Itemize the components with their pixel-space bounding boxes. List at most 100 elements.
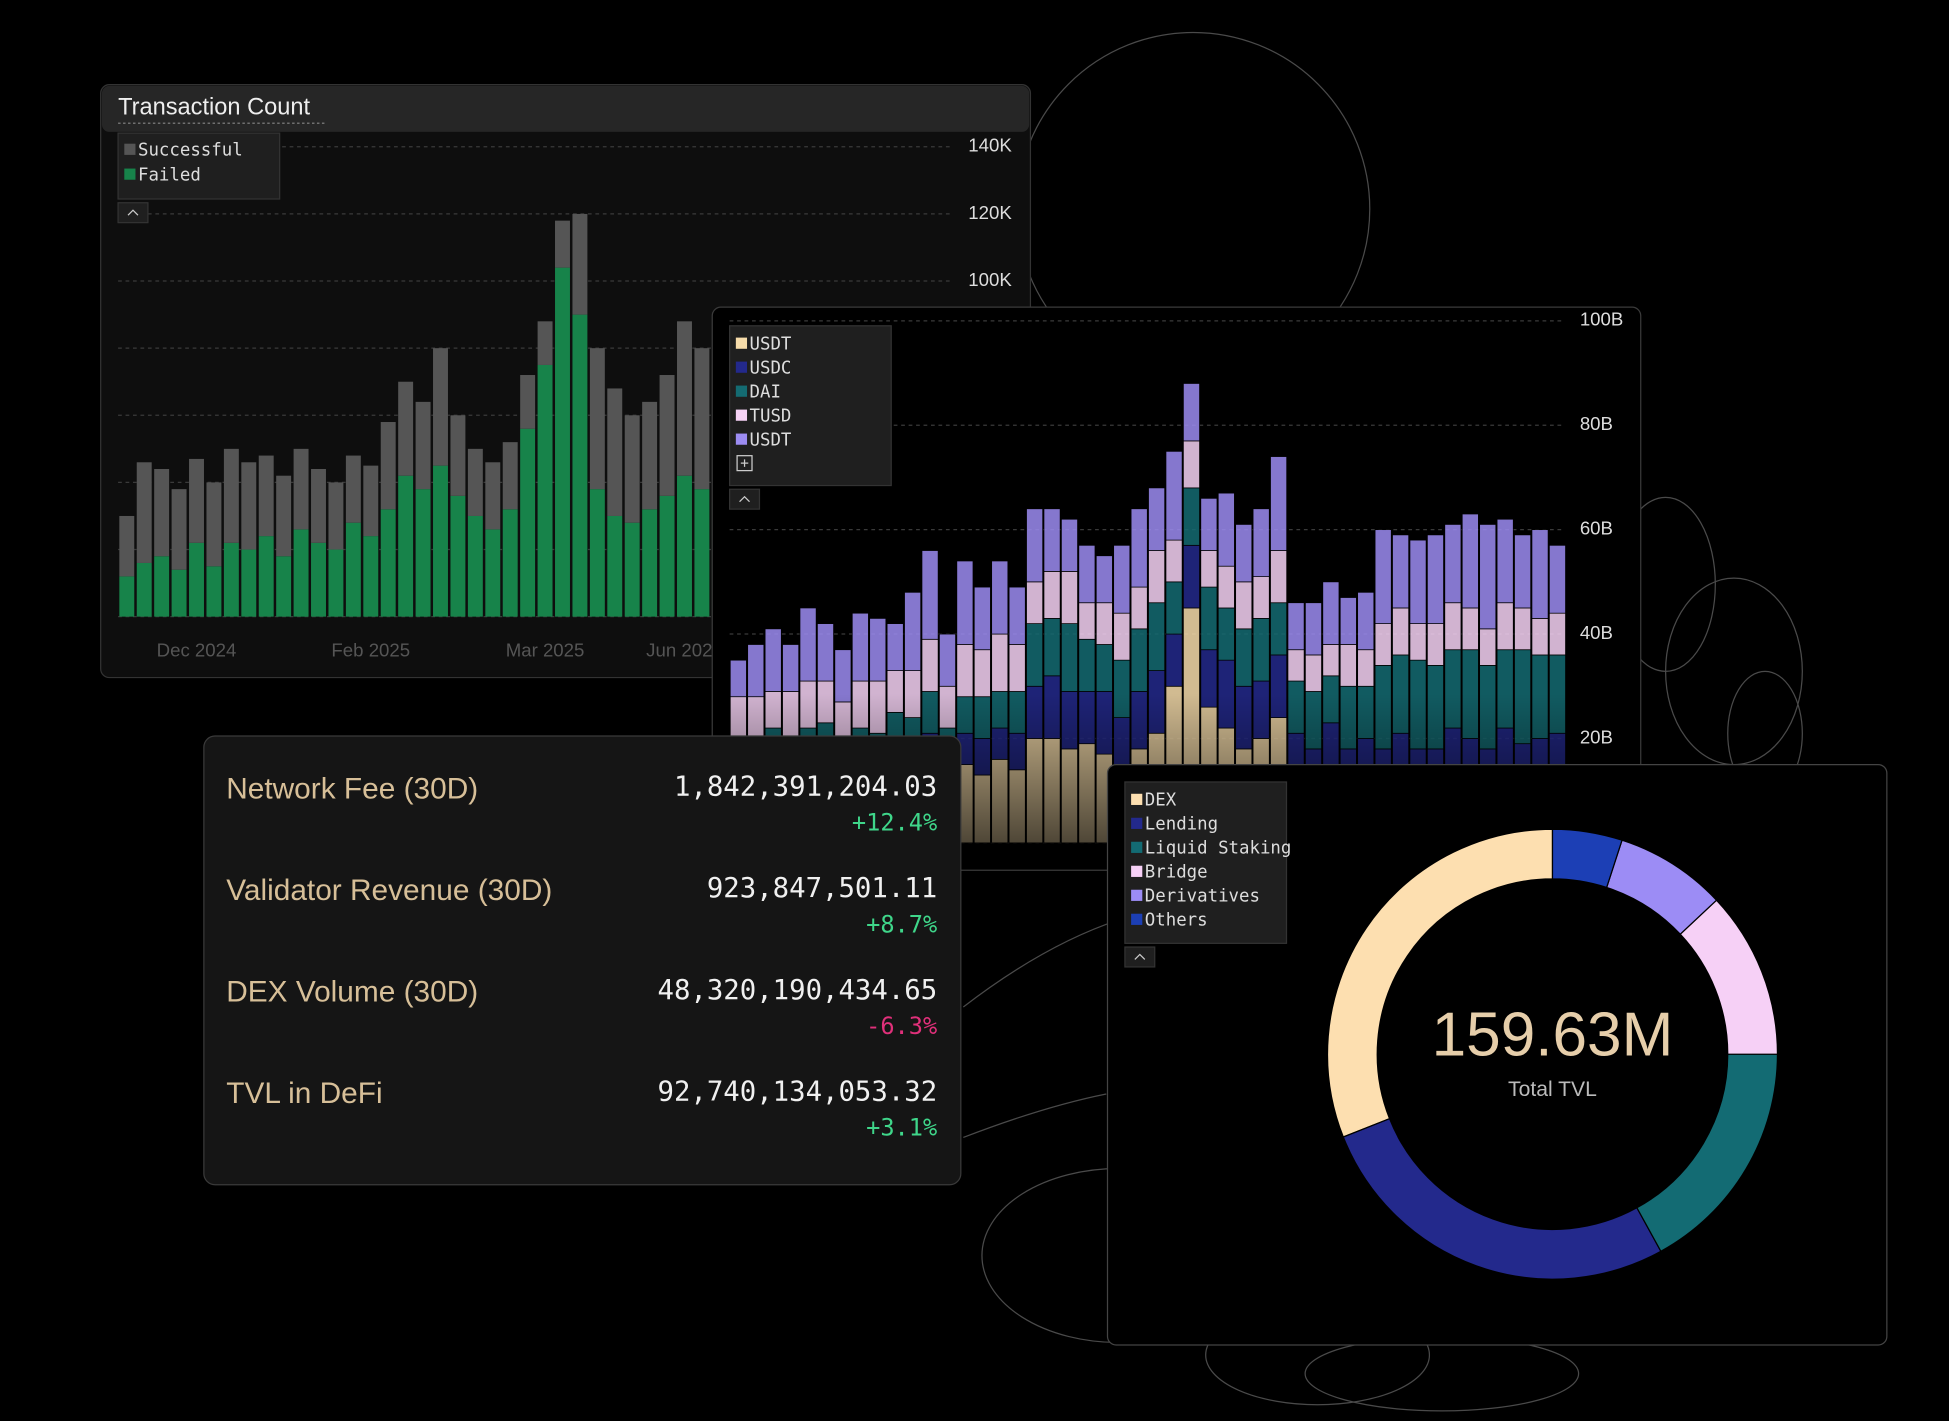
bar-segment <box>1322 581 1340 645</box>
bar-segment <box>1043 618 1061 677</box>
bar-segment <box>1426 534 1444 624</box>
bar-segment <box>1357 591 1375 651</box>
bar-segment <box>973 649 991 698</box>
bar-segment <box>520 375 536 429</box>
bar-segment <box>921 550 939 640</box>
legend-label: USDC <box>750 358 792 378</box>
stat-change: -6.3% <box>866 1012 937 1040</box>
legend-swatch <box>1131 841 1143 853</box>
bar-segment <box>747 644 765 698</box>
bar-segment <box>485 462 501 530</box>
collapse-button[interactable] <box>117 202 149 224</box>
y-tick-label: 80B <box>1580 413 1613 434</box>
bar-segment <box>502 509 518 617</box>
bar-segment <box>1200 550 1218 588</box>
bar-segment <box>398 475 414 617</box>
bar-segment <box>1252 618 1270 682</box>
legend-label: DEX <box>1145 791 1177 811</box>
bar-segment <box>328 549 344 617</box>
bar-segment <box>433 348 448 466</box>
bar-segment <box>258 455 274 537</box>
bar-segment <box>1548 544 1566 614</box>
legend-box <box>117 132 281 200</box>
bar-segment <box>363 536 379 617</box>
bar-segment <box>1496 518 1514 604</box>
x-tick-label: Dec 2024 <box>157 639 237 660</box>
bar-segment <box>1235 524 1253 583</box>
bar-segment <box>328 482 344 550</box>
bar-segment <box>1183 440 1200 489</box>
bar-segment <box>1287 602 1305 651</box>
bar-segment <box>1357 649 1375 687</box>
bar-segment <box>223 448 239 543</box>
bar-segment <box>206 482 222 567</box>
legend-swatch <box>1131 817 1143 829</box>
bar-segment <box>537 321 553 365</box>
bar-segment <box>624 522 640 617</box>
bar-segment <box>537 364 553 617</box>
donut-segment <box>1551 828 1623 889</box>
bar-segment <box>886 623 904 671</box>
bar-segment <box>1514 607 1532 651</box>
bar-segment <box>589 348 605 490</box>
legend-label: Bridge <box>1145 863 1208 883</box>
collapse-icon <box>1134 953 1146 960</box>
bar-segment <box>363 465 379 537</box>
bar-segment <box>241 462 257 550</box>
bar-segment <box>450 415 466 496</box>
bar-segment <box>1043 571 1061 619</box>
center-label: Total TVL <box>1508 1078 1597 1101</box>
y-tick-label: 40B <box>1580 622 1613 643</box>
legend-swatch <box>735 337 748 349</box>
legend-label: DAI <box>750 382 781 402</box>
bar-segment <box>1287 649 1305 682</box>
collapse-button[interactable] <box>1124 946 1156 968</box>
bar-segment <box>1479 524 1497 630</box>
bar-segment <box>1183 544 1200 609</box>
bar-segment <box>904 591 922 671</box>
bar-segment <box>1270 456 1288 551</box>
bar-segment <box>1130 586 1148 630</box>
bar-segment <box>520 428 536 617</box>
bar-segment <box>276 556 292 617</box>
bar-segment <box>729 659 747 698</box>
stat-label: Network Fee (30D) <box>226 773 478 806</box>
bar-segment <box>223 542 239 617</box>
bar-segment <box>1078 602 1096 640</box>
bar-segment <box>1392 534 1410 609</box>
bar-segment <box>1148 602 1166 671</box>
bar-segment <box>1183 487 1200 546</box>
bar-segment <box>677 321 692 476</box>
donut-segment <box>1326 828 1554 1138</box>
x-tick-label: Mar 2025 <box>506 639 585 660</box>
bar-segment <box>485 529 501 617</box>
bar-segment <box>956 644 974 698</box>
collapse-button[interactable] <box>729 488 761 510</box>
bar-segment <box>171 489 187 570</box>
bar-segment <box>119 576 135 617</box>
bar-segment <box>311 468 326 543</box>
collapse-icon <box>739 495 750 503</box>
legend-label: USDT <box>750 334 792 354</box>
bar-segment <box>467 448 483 516</box>
stat-value: 92,740,134,053.32 <box>658 1076 938 1107</box>
bar-segment <box>1217 607 1235 661</box>
stat-change: +8.7% <box>866 910 937 938</box>
bar-segment <box>799 607 817 682</box>
bar-segment <box>1514 534 1532 609</box>
bar-segment <box>258 536 274 617</box>
stat-label: Validator Revenue (30D) <box>226 874 552 907</box>
y-tick-label: 100K <box>968 269 1012 290</box>
stats-panel: Network Fee (30D) 1,842,391,204.03 +12.4% V… <box>203 735 962 1186</box>
decor-curve <box>962 919 1119 1008</box>
legend-label: Lending <box>1145 815 1218 835</box>
bar-segment <box>1130 508 1148 588</box>
bar-segment <box>1095 602 1113 645</box>
expand-button[interactable] <box>736 455 753 472</box>
tvl-panel: 159.63M Total TVL DEX Lending Liquid Staking… <box>1106 763 1888 1346</box>
bar-segment <box>1270 602 1288 656</box>
stat-label: TVL in DeFi <box>226 1077 382 1110</box>
y-tick-label: 140K <box>968 135 1012 156</box>
bar-segment <box>956 560 974 645</box>
